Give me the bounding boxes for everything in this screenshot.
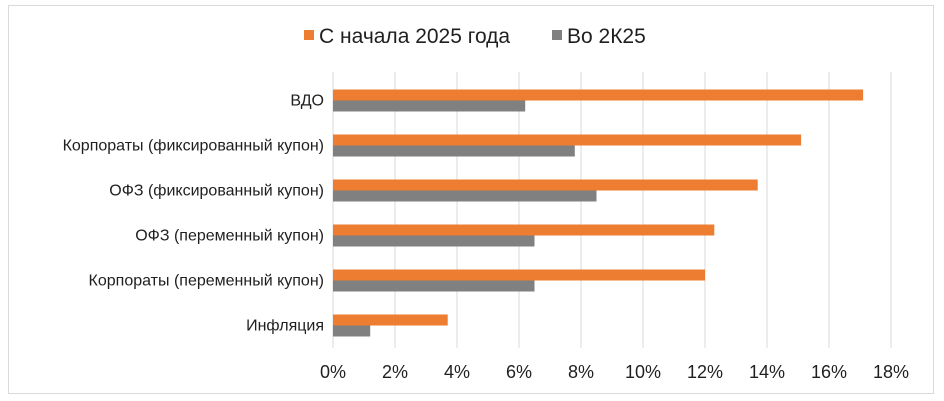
bar-ytd (333, 89, 864, 101)
bar-q2 (333, 235, 535, 247)
bar-ytd (333, 224, 715, 236)
bar-q2 (333, 100, 526, 112)
x-tick-label: 2% (382, 362, 408, 382)
category-label: ОФЗ (переменный купон) (135, 228, 324, 245)
x-tick-label: 4% (444, 362, 470, 382)
gridlines (332, 72, 892, 348)
category-labels: ВДО Корпораты (фиксированный купон) ОФЗ (ф… (63, 93, 324, 335)
x-axis-ticks: 0% 2% 4% 6% 8% 10% 12% 14% 16% 18% (320, 362, 909, 382)
x-tick-label: 18% (873, 362, 909, 382)
bar-ytd (333, 179, 758, 191)
category-label: Инфляция (246, 318, 324, 335)
legend-swatch (552, 30, 562, 40)
bar-chart: С начала 2025 года Во 2К25 ВДО Корпораты (… (63, 25, 909, 382)
bar-q2 (333, 325, 371, 337)
category-label: Корпораты (фиксированный купон) (63, 138, 324, 155)
bar-q2 (333, 145, 575, 157)
chart-frame: С начала 2025 года Во 2К25 ВДО Корпораты (… (8, 5, 934, 394)
category-label: Корпораты (переменный купон) (89, 273, 324, 290)
x-tick-label: 8% (568, 362, 594, 382)
legend-swatch (304, 30, 314, 40)
x-tick-label: 6% (506, 362, 532, 382)
bar-q2 (333, 280, 535, 292)
x-tick-label: 14% (749, 362, 785, 382)
category-label: ВДО (290, 93, 324, 110)
bars (333, 89, 864, 337)
bar-ytd (333, 134, 802, 146)
category-label: ОФЗ (фиксированный купон) (109, 183, 324, 200)
legend-label: С начала 2025 года (319, 25, 510, 48)
x-tick-label: 0% (320, 362, 346, 382)
x-tick-label: 10% (625, 362, 661, 382)
x-tick-label: 12% (687, 362, 723, 382)
legend-label: Во 2К25 (567, 25, 646, 48)
bar-q2 (333, 190, 597, 202)
bar-ytd (333, 314, 448, 326)
x-tick-label: 16% (811, 362, 847, 382)
legend: С начала 2025 года Во 2К25 (304, 25, 646, 48)
bar-ytd (333, 269, 705, 281)
